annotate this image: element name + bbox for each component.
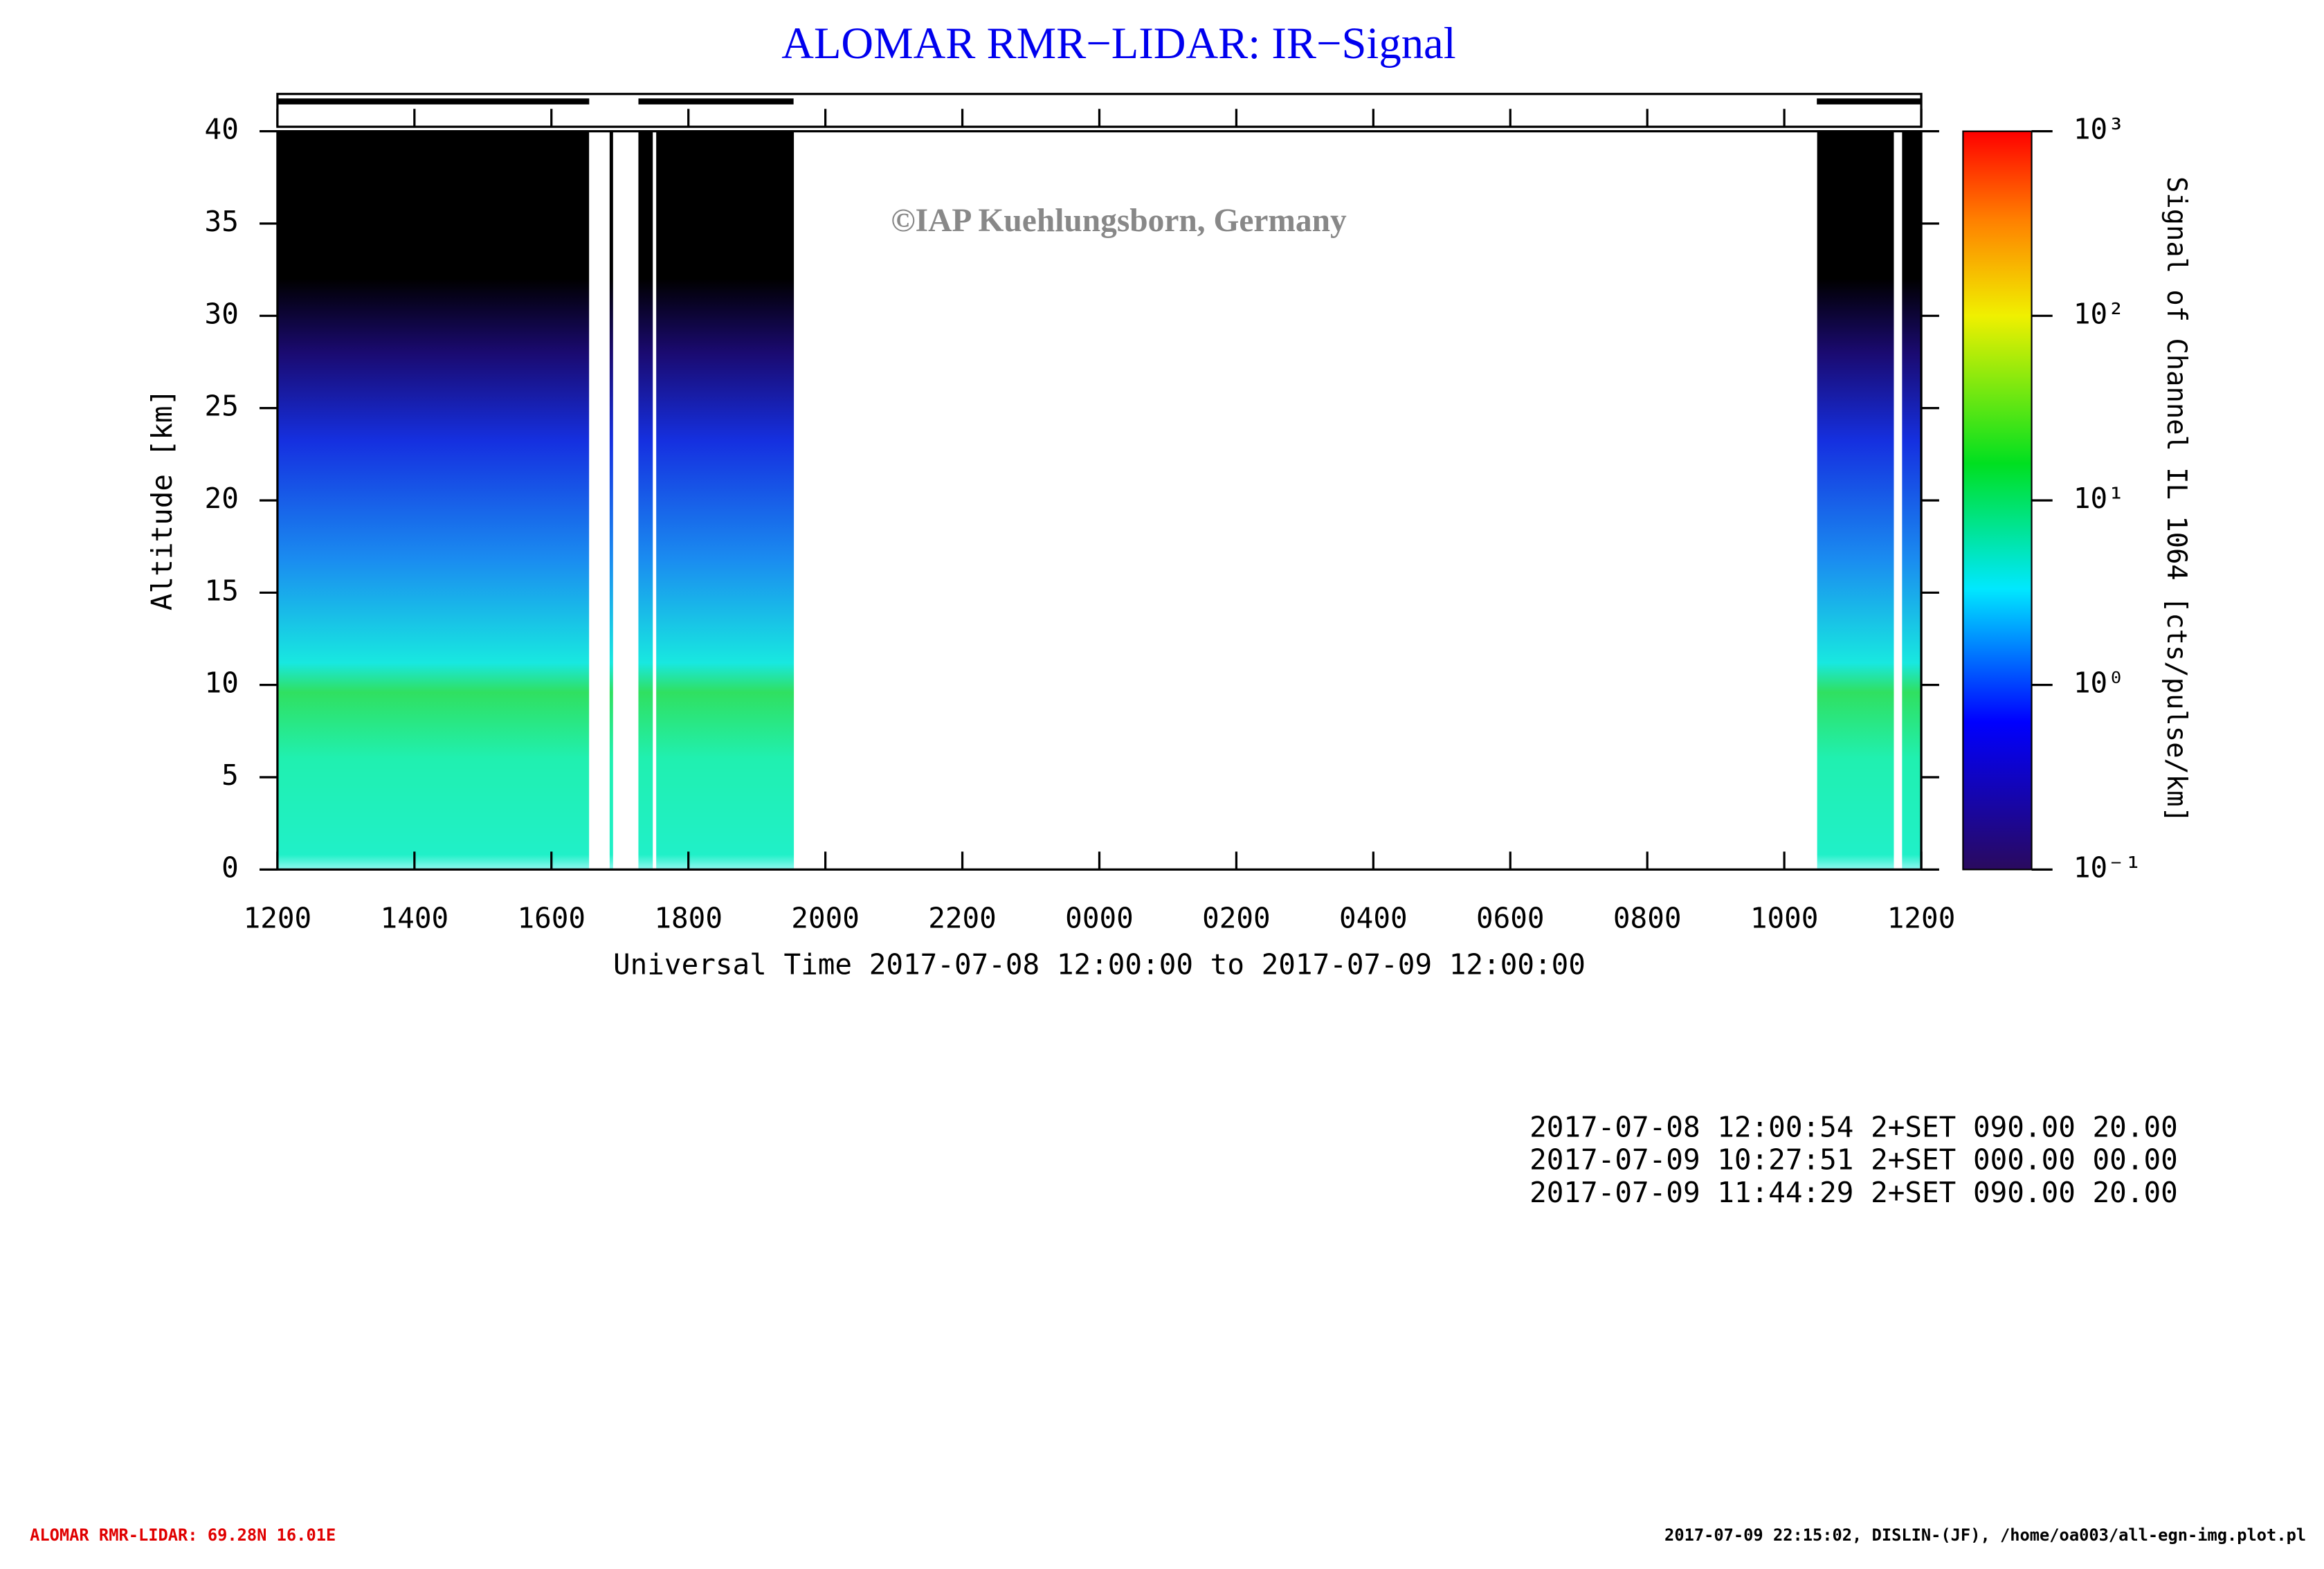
data-segment: [277, 131, 590, 870]
watermark: ©IAP Kuehlungsborn, Germany: [891, 203, 1347, 239]
data-segment: [609, 131, 613, 870]
data-segment: [1817, 131, 1894, 870]
y-tick-label: 30: [205, 297, 239, 330]
y-tick-label: 25: [205, 390, 239, 423]
y-axis-label: Altitude [km]: [145, 389, 179, 610]
y-tick-label: 15: [205, 574, 239, 607]
x-tick-label: 0000: [1065, 902, 1134, 935]
data-segment: [638, 131, 653, 870]
y-tick-label: 5: [221, 759, 239, 792]
x-tick-label: 0200: [1202, 902, 1271, 935]
x-tick-label: 2200: [928, 902, 997, 935]
colorbar-tick-label: 10¹: [2073, 482, 2125, 515]
colorbar-tick-label: 10²: [2073, 297, 2125, 330]
x-tick-label: 0600: [1476, 902, 1545, 935]
chart-title: ALOMAR RMR−LIDAR: IR−Signal: [781, 18, 1455, 68]
x-axis-label: Universal Time 2017-07-08 12:00:00 to 20…: [613, 947, 1586, 981]
y-tick-label: 40: [205, 113, 239, 146]
info-line: 2017-07-08 12:00:54 2+SET 090.00 20.00: [1529, 1110, 2178, 1143]
footer-left: ALOMAR RMR-LIDAR: 69.28N 16.01E: [30, 1525, 336, 1545]
y-tick-label: 0: [221, 851, 239, 884]
x-tick-label: 1400: [381, 902, 449, 935]
info-line: 2017-07-09 11:44:29 2+SET 090.00 20.00: [1529, 1176, 2178, 1209]
y-tick-label: 10: [205, 666, 239, 700]
colorbar: [1962, 130, 2033, 871]
y-tick-label: 20: [205, 482, 239, 515]
y-tick-label: 35: [205, 205, 239, 238]
colorbar-tick-label: 10⁻¹: [2073, 851, 2142, 884]
x-tick-label: 0800: [1613, 902, 1682, 935]
data-segment: [656, 131, 795, 870]
colorbar-tick-label: 10³: [2073, 113, 2125, 146]
colorbar-label: Signal of Channel IL 1064 [cts/pulse/km]: [2161, 176, 2192, 823]
x-tick-label: 1200: [244, 902, 312, 935]
x-tick-label: 1800: [654, 902, 723, 935]
x-tick-label: 2000: [791, 902, 860, 935]
info-line: 2017-07-09 10:27:51 2+SET 000.00 00.00: [1529, 1143, 2178, 1177]
data-segment: [1902, 131, 1922, 870]
x-tick-label: 1200: [1887, 902, 1956, 935]
x-tick-label: 0400: [1339, 902, 1408, 935]
x-tick-label: 1000: [1750, 902, 1819, 935]
x-tick-label: 1600: [517, 902, 585, 935]
footer-right: 2017-07-09 22:15:02, DISLIN-(JF), /home/…: [1664, 1525, 2306, 1545]
colorbar-tick-label: 10⁰: [2073, 666, 2125, 700]
